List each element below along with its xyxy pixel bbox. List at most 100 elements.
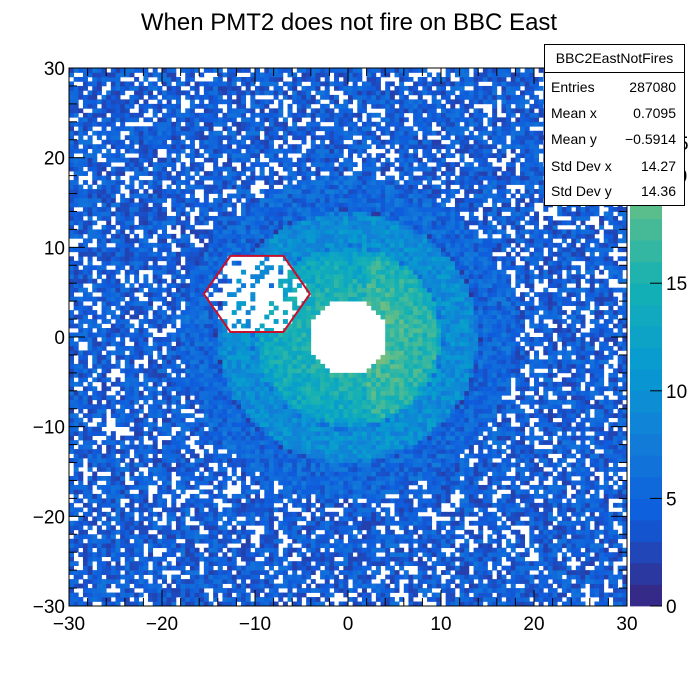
heatmap-cell	[96, 507, 102, 513]
heatmap-cell	[231, 547, 237, 553]
heatmap-cell	[199, 94, 205, 100]
heatmap-cell	[134, 314, 140, 320]
heatmap-cell	[241, 556, 247, 562]
heatmap-cell	[82, 171, 88, 176]
heatmap-cell	[222, 184, 228, 190]
heatmap-cell	[245, 198, 251, 203]
heatmap-cell	[199, 350, 205, 356]
heatmap-cell	[96, 570, 102, 575]
heatmap-cell	[199, 112, 205, 118]
heatmap-cell	[82, 112, 88, 118]
heatmap-cell	[278, 408, 284, 414]
heatmap-cell	[82, 422, 88, 428]
heatmap-cell	[282, 556, 288, 562]
heatmap-cell	[236, 547, 242, 553]
heatmap-cell	[273, 157, 279, 163]
heatmap-cell	[134, 175, 140, 181]
heatmap-cell	[138, 148, 144, 154]
heatmap-cell	[180, 534, 186, 540]
heatmap-cell	[106, 94, 112, 100]
heatmap-cell	[306, 337, 312, 342]
heatmap-cell	[92, 440, 98, 445]
heatmap-cell	[301, 431, 307, 436]
heatmap-cell	[264, 269, 270, 275]
heatmap-cell	[217, 345, 223, 351]
heatmap-cell	[189, 319, 195, 324]
heatmap-cell	[124, 72, 130, 78]
heatmap-cell	[120, 511, 126, 517]
heatmap-cell	[241, 493, 247, 499]
heatmap-cell	[310, 171, 316, 176]
heatmap-cell	[203, 139, 209, 145]
heatmap-cell	[171, 565, 177, 571]
heatmap-cell	[231, 399, 237, 405]
heatmap-cell	[268, 229, 274, 235]
heatmap-cell	[162, 574, 167, 580]
heatmap-cell	[96, 233, 102, 239]
heatmap-cell	[96, 372, 102, 378]
heatmap-cell	[306, 283, 312, 289]
heatmap-cell	[292, 489, 298, 495]
heatmap-cell	[301, 372, 307, 378]
heatmap-cell	[87, 552, 93, 558]
heatmap-cell	[120, 489, 126, 495]
heatmap-cell	[296, 574, 302, 580]
heatmap-cell	[143, 534, 149, 540]
heatmap-cell	[306, 583, 312, 589]
heatmap-cell	[96, 493, 102, 499]
heatmap-cell	[175, 274, 181, 280]
heatmap-cell	[69, 72, 74, 78]
heatmap-cell	[96, 511, 102, 517]
heatmap-cell	[208, 583, 214, 589]
heatmap-cell	[278, 507, 284, 513]
heatmap-cell	[292, 130, 298, 136]
heatmap-cell	[231, 148, 237, 154]
heatmap-cell	[78, 332, 84, 338]
heatmap-cell	[87, 498, 93, 504]
heatmap-cell	[69, 153, 74, 159]
heatmap-cell	[110, 435, 116, 441]
heatmap-cell	[96, 215, 102, 221]
heatmap-cell	[231, 381, 237, 387]
heatmap-cell	[217, 511, 223, 517]
heatmap-cell	[296, 310, 302, 315]
heatmap-cell	[199, 233, 205, 239]
heatmap-cell	[166, 90, 172, 96]
heatmap-cell	[152, 319, 158, 324]
heatmap-cell	[292, 162, 298, 167]
heatmap-cell	[143, 242, 149, 248]
heatmap-cell	[208, 440, 214, 445]
heatmap-cell	[189, 251, 195, 257]
heatmap-cell	[250, 511, 256, 517]
heatmap-cell	[255, 440, 260, 445]
heatmap-cell	[148, 157, 154, 163]
heatmap-cell	[138, 475, 144, 481]
heatmap-cell	[213, 171, 219, 176]
heatmap-cell	[148, 220, 154, 226]
heatmap-cell	[157, 287, 163, 293]
heatmap-cell	[278, 561, 284, 566]
heatmap-cell	[236, 395, 242, 401]
heatmap-cell	[250, 453, 256, 459]
heatmap-cell	[268, 211, 274, 217]
heatmap-cell	[69, 570, 74, 575]
heatmap-cell	[92, 171, 98, 176]
heatmap-cell	[171, 296, 177, 302]
heatmap-cell	[96, 256, 102, 262]
heatmap-cell	[301, 413, 307, 419]
heatmap-cell	[87, 278, 93, 284]
heatmap-cell	[301, 381, 307, 387]
heatmap-cell	[87, 561, 93, 566]
heatmap-cell	[199, 431, 205, 436]
heatmap-cell	[138, 108, 144, 114]
heatmap-cell	[73, 341, 79, 347]
heatmap-cell	[148, 171, 154, 176]
heatmap-cell	[310, 301, 316, 306]
heatmap-cell	[194, 350, 200, 356]
heatmap-cell	[222, 426, 228, 432]
heatmap-cell	[143, 395, 149, 401]
heatmap-cell	[310, 180, 316, 185]
heatmap-cell	[162, 220, 167, 226]
heatmap-cell	[259, 480, 265, 486]
heatmap-cell	[106, 319, 112, 324]
